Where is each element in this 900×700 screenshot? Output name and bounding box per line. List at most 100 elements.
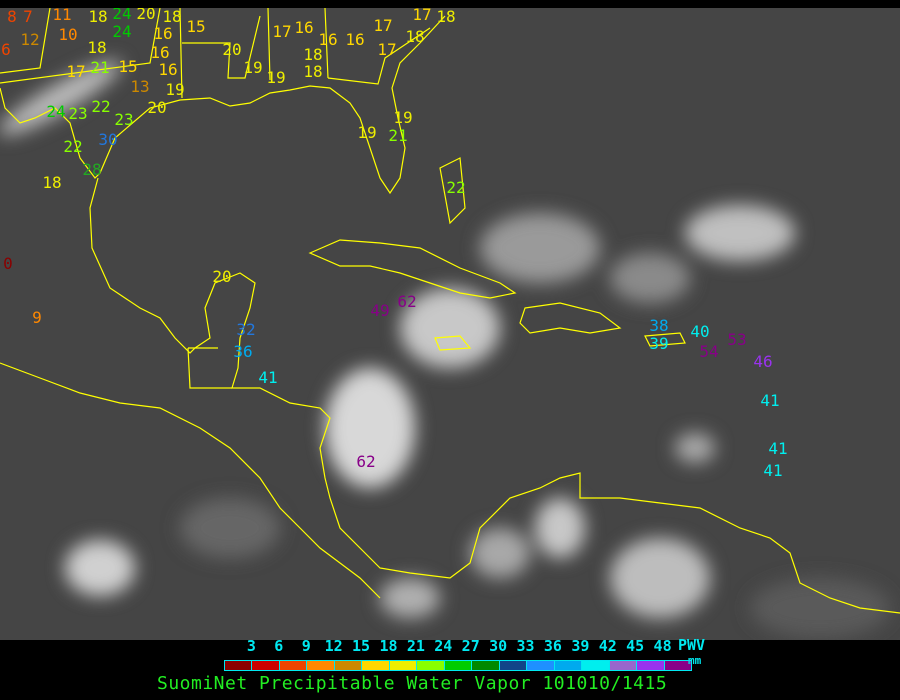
colorbar-tick: 6 xyxy=(274,637,284,655)
station-pwv-value: 15 xyxy=(118,57,138,76)
station-pwv-value: 53 xyxy=(727,330,747,349)
station-pwv-value: 22 xyxy=(91,97,111,116)
colorbar-swatch xyxy=(252,661,280,670)
station-pwv-value: 24 xyxy=(112,8,132,23)
station-pwv-value: 17 xyxy=(377,40,397,59)
station-pwv-value: 6 xyxy=(1,40,11,59)
station-pwv-value: 19 xyxy=(243,58,263,77)
station-pwv-value: 54 xyxy=(699,342,719,361)
station-pwv-value: 18 xyxy=(162,8,182,26)
station-pwv-value: 36 xyxy=(233,342,253,361)
unit-label: PWV xyxy=(678,636,706,654)
station-pwv-value: 19 xyxy=(165,80,185,99)
caption: SuomiNet Precipitable Water Vapor 101010… xyxy=(157,673,668,694)
station-pwv-value: 12 xyxy=(20,30,40,49)
station-pwv-value: 7 xyxy=(23,8,33,26)
station-pwv-value: 22 xyxy=(63,137,83,156)
satellite-map: 8 7 6 12 11 10 18 24 24 20 18 16 15 18 16 17 21 15 13 16 19 2… xyxy=(0,8,900,640)
station-pwv-value: 18 xyxy=(303,62,323,81)
colorbar-swatch xyxy=(279,661,308,670)
station-pwv-value: 24 xyxy=(46,102,66,121)
colorbar-swatch xyxy=(417,661,445,670)
station-pwv-value: 46 xyxy=(753,352,773,371)
colorbar-tick: 3 xyxy=(246,637,256,655)
station-pwv-value: 41 xyxy=(760,391,780,410)
colorbar-tick: 36 xyxy=(543,637,562,655)
station-pwv-value: 13 xyxy=(130,77,150,96)
station-pwv-value: 41 xyxy=(768,439,788,458)
station-pwv-value: 23 xyxy=(114,110,134,129)
colorbar-tick: 18 xyxy=(379,637,398,655)
cloud-cover xyxy=(0,60,890,638)
station-pwv-value: 62 xyxy=(397,292,417,311)
colorbar xyxy=(224,660,692,671)
colorbar-swatch xyxy=(664,661,691,670)
station-pwv-value: 18 xyxy=(42,173,62,192)
station-pwv-value: 20 xyxy=(136,8,156,23)
station-pwv-value: 16 xyxy=(158,60,178,79)
station-pwv-value: 17 xyxy=(412,8,432,24)
colorbar-tick: 33 xyxy=(516,637,535,655)
colorbar-swatch xyxy=(444,661,473,670)
station-pwv-value: 16 xyxy=(153,24,173,43)
station-pwv-value: 11 xyxy=(52,8,72,24)
station-pwv-value: 15 xyxy=(186,17,206,36)
colorbar-tick: 39 xyxy=(571,637,590,655)
station-pwv-value: 10 xyxy=(58,25,78,44)
station-pwv-value: 41 xyxy=(763,461,783,480)
colorbar-swatch xyxy=(362,661,390,670)
colorbar-swatch xyxy=(334,661,363,670)
station-pwv-value: 20 xyxy=(212,267,232,286)
station-pwv-value: 16 xyxy=(294,18,314,37)
station-pwv-value: 49 xyxy=(370,301,390,320)
station-pwv-value: 0 xyxy=(3,254,13,273)
colorbar-tick: 24 xyxy=(434,637,453,655)
colorbar-swatch xyxy=(554,661,583,670)
colorbar-tick: 30 xyxy=(489,637,508,655)
station-pwv-value: 18 xyxy=(303,45,323,64)
station-pwv-value: 30 xyxy=(98,130,118,149)
station-pwv-value: 17 xyxy=(272,22,292,41)
coastlines-and-borders xyxy=(0,8,900,614)
colorbar-tick: 21 xyxy=(406,637,425,655)
station-pwv-value: 22 xyxy=(446,178,466,197)
station-pwv-value: 21 xyxy=(388,126,408,145)
colorbar-swatch xyxy=(527,661,555,670)
unit-mm: mm xyxy=(688,654,702,667)
colorbar-tick: 48 xyxy=(653,637,672,655)
colorbar-tick: 12 xyxy=(324,637,343,655)
station-pwv-value: 23 xyxy=(68,104,88,123)
colorbar-tick: 42 xyxy=(598,637,617,655)
station-pwv-value: 38 xyxy=(649,316,669,335)
station-pwv-value: 16 xyxy=(345,30,365,49)
colorbar-tick: 45 xyxy=(626,637,645,655)
colorbar-swatch xyxy=(609,661,638,670)
colorbar-swatch xyxy=(582,661,610,670)
station-pwv-value: 9 xyxy=(32,308,42,327)
station-pwv-value: 16 xyxy=(318,30,338,49)
station-pwv-value: 18 xyxy=(87,38,107,57)
station-pwv-value: 8 xyxy=(7,8,17,26)
map-background xyxy=(0,8,900,638)
station-pwv-value: 17 xyxy=(373,16,393,35)
station-pwv-value: 62 xyxy=(356,452,376,471)
station-pwv-value: 18 xyxy=(405,27,425,46)
station-pwv-value: 41 xyxy=(258,368,278,387)
colorbar-tick: 15 xyxy=(352,637,371,655)
station-pwv-value: 28 xyxy=(82,160,102,179)
station-pwv-value: 19 xyxy=(393,108,413,127)
colorbar-swatch xyxy=(472,661,500,670)
station-pwv-value: 20 xyxy=(222,40,242,59)
colorbar-swatch xyxy=(225,661,253,670)
colorbar-swatch xyxy=(389,661,418,670)
station-pwv-value: 18 xyxy=(88,8,108,26)
station-pwv-value: 24 xyxy=(112,22,132,41)
station-pwv-value: 16 xyxy=(150,43,170,62)
colorbar-swatch xyxy=(499,661,528,670)
station-pwv-value: 32 xyxy=(236,320,256,339)
colorbar-swatch xyxy=(637,661,665,670)
colorbar-tick: 9 xyxy=(301,637,311,655)
station-pwv-value: 40 xyxy=(690,322,710,341)
station-pwv-value: 18 xyxy=(436,8,456,26)
